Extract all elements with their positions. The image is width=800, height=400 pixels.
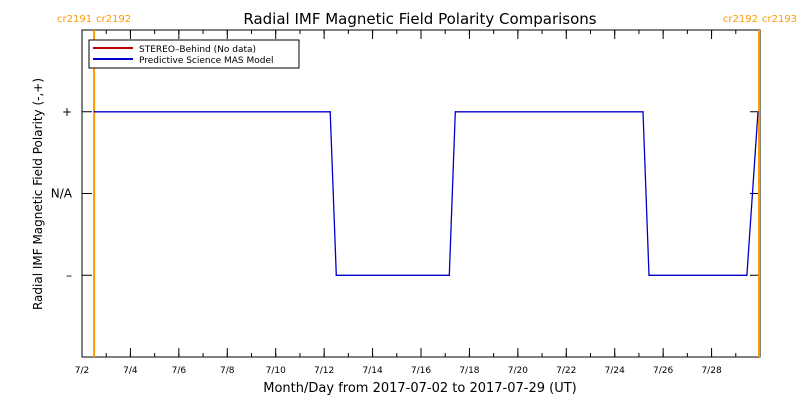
- carrington-label-right: cr2193: [762, 14, 797, 25]
- x-tick-label: 7/28: [701, 366, 721, 376]
- y-tick-label: +: [62, 105, 72, 119]
- carrington-label-left: cr2192: [723, 14, 758, 25]
- legend-box: [88, 39, 300, 69]
- y-tick-label: –: [66, 268, 72, 282]
- series-point: [746, 274, 748, 276]
- series-point: [329, 111, 331, 113]
- series-point: [642, 111, 644, 113]
- series-point: [93, 111, 95, 113]
- x-tick-label: 7/22: [556, 366, 576, 376]
- series-point: [454, 111, 456, 113]
- carrington-label-left: cr2191: [57, 14, 92, 25]
- x-tick-label: 7/6: [172, 366, 187, 376]
- legend-label-2: Predictive Science MAS Model: [139, 56, 274, 66]
- x-tick-label: 7/12: [314, 366, 334, 376]
- series-point: [448, 274, 450, 276]
- x-tick-label: 7/16: [411, 366, 431, 376]
- plot-frame: [81, 29, 761, 358]
- carrington-label-right: cr2192: [96, 14, 131, 25]
- legend: STEREO–Behind (No data)Predictive Scienc…: [88, 39, 300, 69]
- x-tick-label: 7/8: [220, 366, 235, 376]
- x-tick-label: 7/10: [266, 366, 286, 376]
- chart-title: Radial IMF Magnetic Field Polarity Compa…: [243, 10, 596, 28]
- series-point: [335, 274, 337, 276]
- x-axis-label: Month/Day from 2017-07-02 to 2017-07-29 …: [263, 381, 576, 396]
- x-tick-label: 7/18: [459, 366, 479, 376]
- legend-label-1: STEREO–Behind (No data): [139, 45, 256, 55]
- series-line-2: [94, 111, 759, 276]
- series-point: [757, 111, 759, 113]
- x-tick-label: 7/20: [508, 366, 528, 376]
- y-tick-label: N/A: [51, 187, 73, 201]
- x-tick-label: 7/26: [653, 366, 673, 376]
- x-tick-label: 7/14: [362, 366, 382, 376]
- x-tick-label: 7/4: [123, 366, 138, 376]
- x-tick-label: 7/2: [75, 366, 89, 376]
- plot-area: + N/A – 7/2 7/4 7/6 7/8 7/10 7/12 7/14 7/16 7/18 7/2…: [51, 14, 797, 376]
- x-tick-label: 7/24: [605, 366, 625, 376]
- y-axis-label: Radial IMF Magnetic Field Polarity (-,+): [31, 78, 45, 310]
- series-point: [648, 274, 650, 276]
